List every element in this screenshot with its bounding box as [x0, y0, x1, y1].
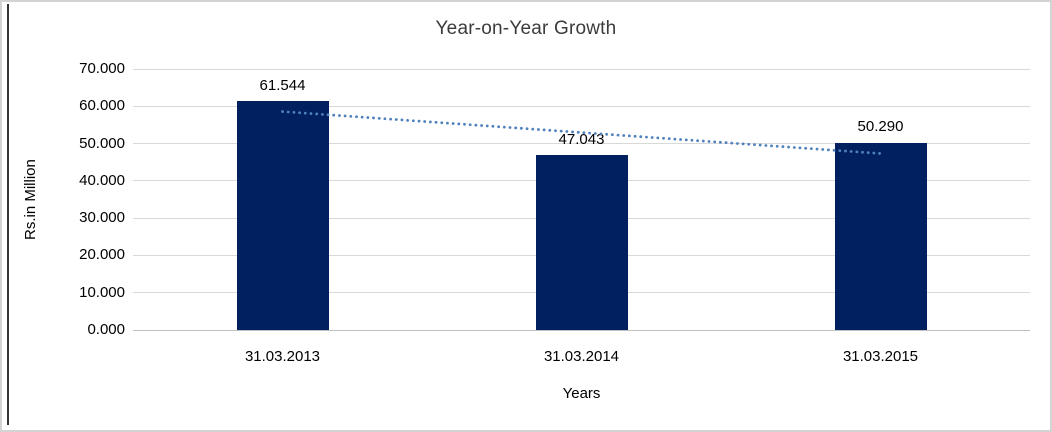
- gridline-0.000: [133, 329, 1030, 331]
- ytick-label: 0.000: [87, 321, 125, 338]
- chart-title: Year-on-Year Growth: [435, 18, 617, 39]
- ytick-label: 60.000: [79, 97, 125, 115]
- bar-data-label: 47.043: [558, 130, 605, 148]
- bar-31.03.2013: [236, 100, 329, 330]
- bar-data-label: 61.544: [259, 76, 306, 94]
- x-axis-title: Years: [562, 385, 601, 402]
- trendline: [281, 110, 882, 155]
- xtick-label-31.03.2013: 31.03.2013: [244, 348, 321, 365]
- ytick-label: 30.000: [79, 209, 125, 227]
- xtick-label-31.03.2015: 31.03.2015: [842, 348, 919, 365]
- gridline-70.000: [133, 68, 1030, 70]
- ytick-label: 40.000: [79, 171, 125, 189]
- gridline-50.000: [133, 143, 1030, 145]
- bar-31.03.2015: [834, 142, 927, 330]
- plot-area: 61.544 47.043 50.290: [133, 68, 1030, 331]
- gridline-60.000: [133, 105, 1030, 107]
- ytick-label: 20.000: [79, 246, 125, 264]
- left-edge-line: [7, 4, 9, 425]
- ytick-label: 10.000: [79, 283, 125, 301]
- bar-data-label: 50.290: [857, 118, 904, 136]
- ytick-label: 70.000: [79, 60, 125, 77]
- xtick-label-31.03.2014: 31.03.2014: [543, 348, 620, 365]
- bar-31.03.2014: [535, 154, 628, 330]
- ytick-label: 50.000: [79, 134, 125, 152]
- y-axis-title: Rs.in Million: [22, 159, 39, 240]
